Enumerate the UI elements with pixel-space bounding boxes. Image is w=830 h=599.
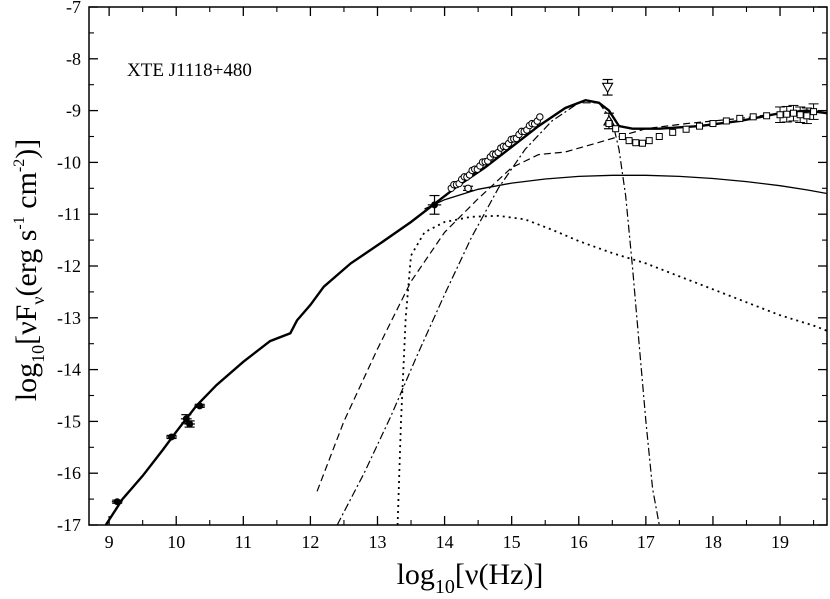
model-curves <box>104 98 827 525</box>
xray-data-point <box>605 120 613 128</box>
x-tick-label: 16 <box>570 532 588 552</box>
xray-data-point <box>722 117 730 125</box>
xray-marker-square <box>722 117 730 125</box>
xray-marker-square <box>736 114 744 122</box>
xray-marker-square <box>810 108 818 116</box>
xray-marker-square <box>618 133 626 140</box>
y-tick-label: -13 <box>57 308 81 328</box>
y-tick-label: -11 <box>58 204 81 224</box>
y-tick-label: -16 <box>57 463 81 483</box>
xray-data-point <box>788 104 799 122</box>
plot-frame <box>88 6 828 526</box>
x-tick-label: 10 <box>167 532 185 552</box>
xray-data-point <box>709 120 717 128</box>
xray-data-point <box>696 122 704 130</box>
xray-marker-square <box>796 111 804 119</box>
x-tick-label: 17 <box>637 532 655 552</box>
xray-marker-square <box>639 139 646 147</box>
xray-data-point <box>808 103 819 120</box>
y-tick-label: -17 <box>57 515 81 535</box>
x-tick-label: 14 <box>436 532 454 552</box>
xray-data-point <box>655 133 663 140</box>
source-name-annotation: XTE J1118+480 <box>127 60 252 81</box>
x-tick-label: 13 <box>368 532 386 552</box>
data-point <box>166 433 177 441</box>
xray-marker-square <box>783 110 791 118</box>
xray-marker-square <box>605 120 613 128</box>
data-point <box>184 420 196 428</box>
xray-data-point <box>639 139 646 147</box>
y-axis-title: log10[νFν(erg s-1 cm-2)] <box>10 139 48 401</box>
x-tick-label: 15 <box>503 532 521 552</box>
data-point <box>111 498 123 506</box>
x-tick-label: 12 <box>301 532 319 552</box>
series-irradiated-disk <box>396 214 827 525</box>
axis-ticks: 9 10 11 12 13 14 15 16 17 18 19 -17 -16 -15 -14 -13 -12 -… <box>57 0 827 552</box>
xray-data-point <box>736 114 744 122</box>
marker-filled-circle <box>196 402 204 410</box>
xray-data-point <box>682 125 690 133</box>
y-tick-label: -15 <box>57 411 81 431</box>
xray-data-point <box>795 106 806 124</box>
marker-filled-circle <box>168 433 176 441</box>
xray-data-point <box>669 128 677 136</box>
xray-marker-square <box>682 125 690 133</box>
xray-data-point <box>763 112 771 120</box>
data-points <box>111 78 819 506</box>
xray-marker-square <box>612 125 620 133</box>
y-tick-label: -12 <box>57 256 81 276</box>
xray-data-point <box>632 139 640 147</box>
series-comptonization <box>316 110 827 492</box>
xray-data-point <box>781 105 792 123</box>
xray-marker-square <box>625 137 633 145</box>
xray-data-point <box>625 137 633 145</box>
marker-filled-circle <box>113 498 121 506</box>
y-tick-label: -7 <box>66 0 81 17</box>
xray-marker-square <box>776 111 784 119</box>
x-axis-title: log10[ν(Hz)] <box>397 558 544 598</box>
xray-marker-square <box>803 112 811 120</box>
xray-marker-square <box>645 137 653 145</box>
y-tick-label: -9 <box>66 101 81 121</box>
xray-marker-square <box>669 128 677 136</box>
marker-open-circle <box>464 184 472 193</box>
xray-data-point <box>775 106 786 124</box>
data-point <box>194 402 206 410</box>
x-tick-label: 9 <box>105 532 114 552</box>
data-point <box>427 194 442 215</box>
xray-marker-square <box>789 109 797 117</box>
series-total-model <box>104 98 827 525</box>
x-tick-label: 18 <box>704 532 722 552</box>
xray-data-point <box>801 107 812 125</box>
data-point <box>463 184 474 193</box>
xray-marker-square <box>696 122 704 130</box>
xray-data-point <box>618 133 626 140</box>
x-tick-label: 19 <box>771 532 789 552</box>
xray-marker-square <box>763 112 771 120</box>
marker-filled-circle <box>431 201 439 209</box>
xray-marker-square <box>655 133 663 140</box>
plot-frame-group <box>88 6 828 526</box>
x-tick-label: 11 <box>235 532 252 552</box>
marker-down-triangle <box>601 82 614 94</box>
xray-data-point <box>612 125 620 133</box>
y-tick-label: -8 <box>66 49 81 69</box>
data-point <box>601 78 614 96</box>
xray-data-point <box>645 137 653 145</box>
y-tick-label: -14 <box>57 360 81 380</box>
series-synchrotron <box>424 174 827 210</box>
y-axis-title-group: log10[νFν(erg s-1 cm-2)] <box>10 139 48 401</box>
xray-marker-square <box>709 120 717 128</box>
xray-data-point <box>749 113 757 121</box>
uv-data-point <box>536 113 544 121</box>
marker-filled-circle <box>186 420 194 428</box>
xray-marker-square <box>749 113 757 121</box>
series-accretion-disk <box>336 102 660 525</box>
y-tick-label: -10 <box>57 152 81 172</box>
xray-marker-square <box>632 139 640 147</box>
